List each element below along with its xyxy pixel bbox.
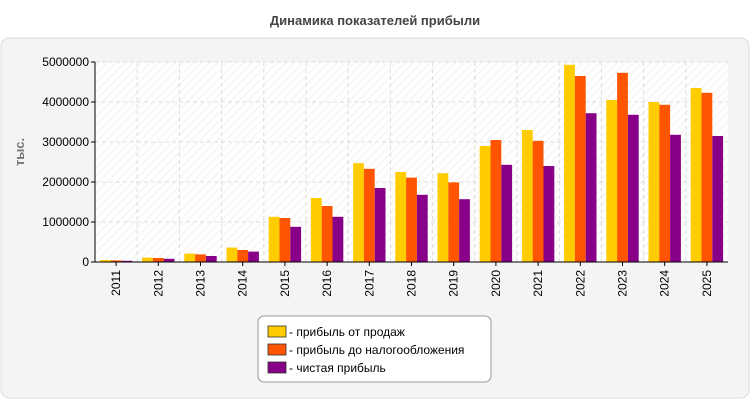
bar-2025-series-2 (701, 92, 713, 262)
bar-2015-series-2 (279, 218, 291, 262)
x-tick-label: 2018 (405, 270, 419, 297)
y-tick-label: 5000000 (42, 55, 89, 69)
bar-2015-series-1 (268, 216, 280, 262)
bar-2021-series-3 (543, 166, 555, 262)
x-tick-label: 2012 (151, 270, 165, 297)
bar-2018-series-1 (395, 172, 407, 262)
bar-2015-series-3 (290, 226, 302, 262)
bar-2014-series-1 (226, 247, 238, 262)
bar-2020-series-2 (490, 140, 502, 262)
bar-2025-series-3 (712, 136, 724, 262)
y-tick-label: 0 (82, 255, 89, 269)
bar-2023-series-1 (606, 100, 618, 262)
bar-2021-series-1 (521, 130, 533, 262)
x-tick-label: 2022 (573, 270, 587, 297)
bar-2022-series-2 (574, 76, 586, 262)
bar-2019-series-2 (448, 182, 460, 262)
bar-2022-series-3 (585, 113, 597, 262)
bar-2011-series-2 (110, 260, 122, 262)
y-tick-label: 3000000 (42, 135, 89, 149)
bar-2017-series-2 (363, 168, 375, 262)
bar-2014-series-3 (248, 251, 259, 262)
bar-2018-series-3 (416, 194, 428, 262)
bar-2016-series-3 (332, 216, 344, 262)
bar-2017-series-1 (353, 163, 364, 262)
bar-2014-series-2 (237, 250, 249, 262)
bar-2023-series-3 (627, 114, 639, 262)
bar-2020-series-3 (501, 164, 513, 262)
bar-2024-series-2 (659, 104, 671, 262)
bar-2017-series-3 (374, 188, 386, 262)
bar-2011-series-1 (99, 260, 111, 262)
legend-swatch-2 (267, 343, 287, 356)
bar-2023-series-2 (617, 72, 628, 262)
bar-2025-series-1 (690, 88, 702, 262)
x-tick-label: 2016 (320, 270, 334, 297)
bar-2018-series-2 (406, 177, 417, 262)
legend-label-3: - чистая прибыль (289, 361, 386, 375)
bar-2013-series-1 (184, 253, 196, 262)
x-tick-label: 2025 (700, 270, 714, 297)
legend-box (257, 315, 492, 383)
x-tick-label: 2011 (109, 270, 123, 296)
x-tick-label: 2017 (362, 270, 376, 297)
legend-swatch-1 (267, 325, 287, 338)
bar-2021-series-2 (532, 140, 544, 262)
x-tick-label: 2021 (531, 270, 545, 297)
x-tick-label: 2023 (616, 270, 630, 297)
legend-label-2: - прибыль до налогообложения (289, 343, 464, 357)
bar-2012-series-3 (163, 258, 175, 262)
bar-2012-series-2 (152, 258, 164, 262)
bar-2012-series-1 (142, 257, 153, 262)
x-tick-label: 2020 (489, 270, 503, 297)
x-tick-label: 2024 (658, 270, 672, 297)
bar-2013-series-3 (205, 256, 217, 262)
bar-2016-series-2 (321, 206, 333, 262)
legend-swatch-3 (267, 361, 287, 374)
bar-2011-series-3 (121, 260, 133, 262)
y-tick-label: 1000000 (42, 215, 89, 229)
bar-2016-series-1 (310, 198, 322, 262)
bar-2020-series-1 (479, 146, 491, 262)
bar-2013-series-2 (195, 254, 206, 262)
legend-label-1: - прибыль от продаж (289, 325, 405, 339)
chart-title: Динамика показателей прибыли (270, 13, 480, 28)
bar-2019-series-3 (459, 199, 470, 262)
y-tick-label: 2000000 (42, 175, 89, 189)
y-axis-label: тыс. (12, 138, 27, 166)
bars (99, 64, 724, 262)
y-tick-labels: 0 1000000 2000000 3000000 4000000 5000000 (42, 55, 95, 269)
bar-2024-series-3 (670, 134, 681, 262)
y-tick-label: 4000000 (42, 95, 89, 109)
x-tick-label: 2014 (236, 270, 250, 297)
x-tick-label: 2019 (447, 270, 461, 297)
x-tick-labels: 2011 2012 2013 2014 2015 2016 2017 2018 2019 2020… (109, 262, 714, 297)
x-tick-label: 2013 (194, 270, 208, 297)
bar-2019-series-1 (437, 173, 449, 262)
legend: - прибыль от продаж - прибыль до налогооб… (257, 315, 492, 383)
bar-2022-series-1 (564, 64, 575, 262)
x-tick-label: 2015 (278, 270, 292, 297)
bar-2024-series-1 (648, 102, 660, 262)
